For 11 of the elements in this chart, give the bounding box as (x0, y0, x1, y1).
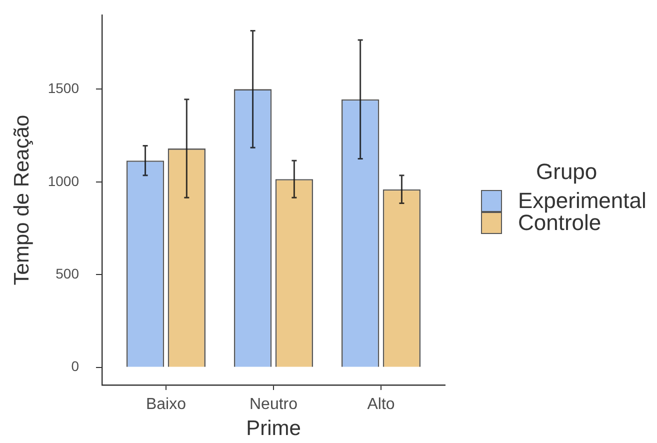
y-tick-label: 0 (71, 358, 80, 374)
y-axis-title: Tempo de Reação (10, 114, 34, 286)
y-tick-label: 500 (56, 266, 80, 282)
x-tick-label: Baixo (146, 396, 186, 414)
x-tick-label: Neutro (249, 396, 298, 414)
x-axis-title: Prime (246, 417, 301, 440)
legend-label: Experimental (518, 188, 646, 213)
x-tick-label: Alto (367, 396, 395, 414)
y-tick-label: 1000 (48, 172, 80, 189)
y-tick-label: 1500 (48, 80, 80, 96)
legend-title: Grupo (536, 159, 598, 184)
